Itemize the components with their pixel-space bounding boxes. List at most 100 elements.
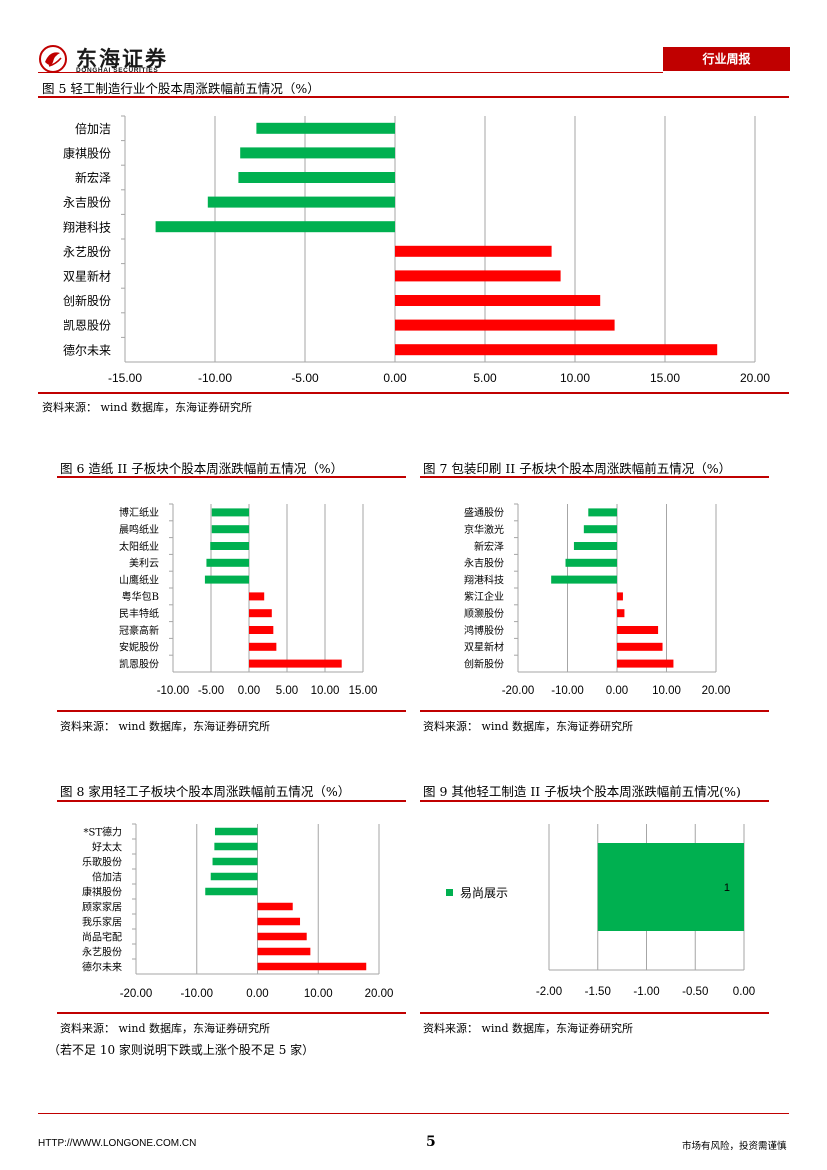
bar (204, 575, 249, 584)
figure-7-top-rule (420, 476, 769, 478)
x-tick-label: -5.00 (291, 371, 319, 385)
bar (617, 626, 659, 634)
category-label: 双星新材 (63, 268, 111, 283)
bar (206, 558, 249, 567)
category-label: 永艺股份 (63, 245, 111, 259)
x-tick-label: -2.00 (536, 986, 562, 998)
category-label: 山鹰纸业 (119, 573, 159, 586)
category-label: 紫江企业 (464, 590, 504, 603)
bar (205, 887, 258, 896)
bar (211, 508, 249, 517)
figure-7-chart: -20.00 -10.00 0.00 10.00 20.00 盛通股份京华激光新宏泽永吉股… (464, 503, 730, 697)
category-label: 尚品宅配 (82, 930, 122, 943)
category-label: 新宏泽 (474, 540, 504, 553)
x-tick-label: 0.00 (238, 685, 260, 697)
x-tick-label: -0.50 (682, 986, 708, 998)
figure-8-title: 图 8 家用轻工子板块个股本周涨跌幅前五情况（%） (60, 784, 351, 799)
x-tick-label: -10.00 (157, 685, 190, 697)
category-label: 太阳纸业 (119, 540, 159, 553)
figure-9-bottom-rule (420, 1012, 769, 1014)
bar (249, 609, 272, 618)
bar (257, 962, 367, 971)
figure-7-bottom-rule (420, 710, 769, 712)
logo (38, 44, 68, 74)
figure-5-chart: -15.00 -10.00 -5.00 0.00 5.00 10.00 15.00 20.00… (63, 115, 770, 385)
bar (257, 947, 311, 956)
category-label: 创新股份 (63, 293, 111, 308)
category-label: 凯恩股份 (119, 657, 159, 670)
figure-6-title: 图 6 造纸 II 子板块个股本周涨跌幅前五情况（%） (60, 461, 344, 476)
x-tick-label: 15.00 (650, 371, 680, 385)
legend-label: 易尚展示 (460, 886, 508, 900)
category-label: 双星新材 (464, 641, 504, 654)
category-label: 1 (724, 882, 730, 894)
figure-7-source: 资料来源： wind 数据库，东海证券研究所 (423, 720, 634, 733)
bar (597, 843, 744, 931)
bar (617, 592, 623, 601)
category-label: 翔港科技 (63, 220, 111, 234)
bar (212, 857, 258, 866)
x-tick-label: 20.00 (740, 371, 770, 385)
company-name-cn: 东海证券 (76, 47, 168, 71)
figure-9-source: 资料来源： wind 数据库，东海证券研究所 (423, 1022, 634, 1035)
header-rule (38, 72, 663, 73)
figure-7-title: 图 7 包装印刷 II 子板块个股本周涨跌幅前五情况（%） (423, 461, 732, 476)
bar (155, 221, 395, 233)
category-label: 创新股份 (464, 657, 504, 670)
bar (565, 558, 617, 567)
x-tick-label: 5.00 (473, 371, 497, 385)
bar (395, 319, 615, 331)
figure-9-chart: -2.00 -1.50 -1.00 -0.50 0.00 1 易尚展示 (446, 824, 755, 998)
category-label: 京华激光 (464, 523, 504, 536)
bar (257, 902, 293, 911)
category-label: 民丰特纸 (119, 607, 159, 620)
footer-disclaimer: 市场有风险，投资需谨慎 (682, 1141, 787, 1152)
footnote: （若不足 10 家则说明下跌或上涨个股不足 5 家） (48, 1043, 315, 1057)
bar (256, 122, 395, 134)
report-type-badge: 行业周报 (663, 47, 790, 71)
x-tick-label: 0.00 (246, 988, 268, 1000)
category-label: 倍加洁 (92, 870, 122, 883)
bar (551, 575, 617, 584)
bar (210, 542, 249, 550)
figure-5-bottom-rule (38, 392, 789, 394)
category-label: 凯恩股份 (63, 319, 111, 333)
bar (395, 295, 601, 306)
x-tick-label: -15.00 (108, 371, 142, 385)
figure-6-chart: -10.00 -5.00 0.00 5.00 10.00 15.00 博汇纸业晨鸣纸业太阳纸… (119, 503, 377, 697)
category-label: 顺灏股份 (464, 608, 504, 620)
bar (249, 626, 274, 634)
bar (395, 344, 718, 356)
bar (617, 609, 625, 618)
category-label: 美利云 (129, 557, 159, 570)
bar (257, 917, 301, 926)
company-name-en: DONGHAI SECURITIES (76, 67, 159, 74)
category-label: 我乐家居 (82, 915, 122, 928)
bar (617, 659, 674, 668)
figure-5-top-rule (38, 96, 789, 98)
category-label: 安妮股份 (119, 641, 159, 654)
category-label: 德尔未来 (82, 960, 122, 973)
category-label: 德尔未来 (63, 342, 111, 357)
figure-8-bottom-rule (57, 1012, 406, 1014)
category-label: 盛通股份 (464, 506, 504, 519)
bar (395, 270, 561, 282)
donghai-logo-icon (39, 45, 67, 73)
figure-9-top-rule (420, 800, 769, 802)
x-tick-label: 10.00 (311, 685, 340, 697)
x-tick-label: -1.00 (633, 986, 659, 998)
figure-9-title: 图 9 其他轻工制造 II 子板块个股本周涨跌幅前五情况(%) (423, 784, 741, 799)
bar (211, 525, 249, 534)
category-label: 永吉股份 (63, 196, 111, 210)
x-tick-label: 0.00 (606, 685, 628, 697)
category-label: 倍加洁 (75, 121, 111, 136)
category-label: 顾家家居 (82, 900, 122, 913)
category-label: 康祺股份 (63, 145, 111, 160)
x-tick-label: 0.00 (383, 371, 407, 385)
bar (249, 592, 265, 601)
x-tick-label: -10.00 (198, 371, 232, 385)
bar (210, 872, 258, 881)
bar (573, 542, 617, 550)
x-tick-label: -1.50 (585, 986, 611, 998)
footer-url[interactable]: HTTP://WWW.LONGONE.COM.CN (38, 1138, 197, 1149)
